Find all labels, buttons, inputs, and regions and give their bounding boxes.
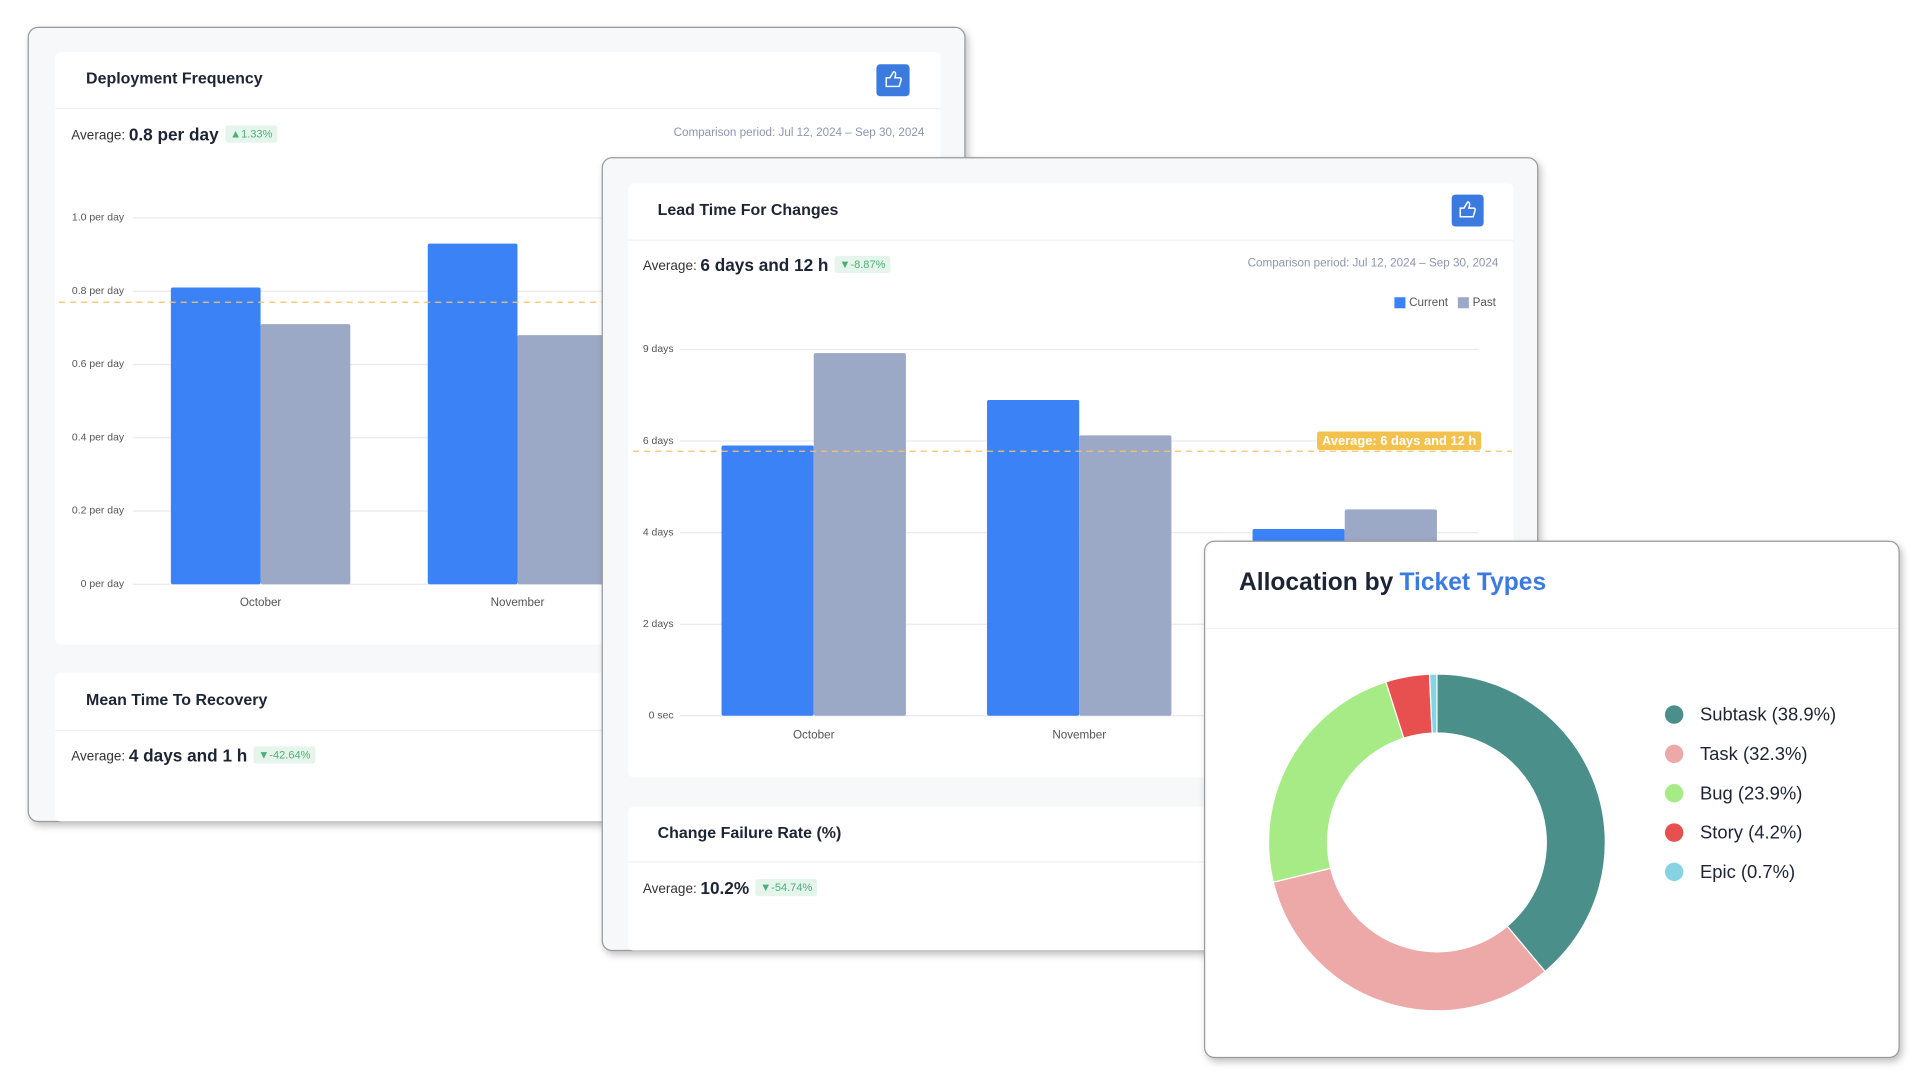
like-button[interactable] xyxy=(876,64,910,97)
bar xyxy=(517,335,608,585)
change-value: ▼-42.64% xyxy=(258,749,310,761)
change-value: ▲1.33% xyxy=(230,129,272,141)
legend-label: Current xyxy=(1409,296,1449,309)
y-tick-label: 0.6 per day xyxy=(72,359,125,370)
chart-title: Allocation by Ticket Types xyxy=(1239,569,1546,596)
average-label: Average: 6 days and 12 h xyxy=(1322,433,1476,448)
chart-title: Lead Time For Changes xyxy=(658,202,839,219)
y-tick-label: 0 sec xyxy=(649,711,674,722)
legend-dot xyxy=(1664,744,1684,764)
change-badge xyxy=(253,746,316,764)
x-tick-label: October xyxy=(240,596,282,609)
average: Average: 6 days and 12 h xyxy=(643,254,829,274)
legend-label: Task (32.3%) xyxy=(1700,743,1808,764)
change-badge xyxy=(755,879,818,897)
bar xyxy=(427,243,518,585)
bar xyxy=(721,445,814,716)
y-tick-label: 9 days xyxy=(643,344,674,355)
chart-title: Deployment Frequency xyxy=(86,70,263,87)
legend-dot xyxy=(1664,862,1684,882)
x-tick-label: October xyxy=(793,729,835,742)
like-icon xyxy=(1459,201,1476,218)
y-tick-label: 6 days xyxy=(643,436,674,447)
bar xyxy=(1079,435,1172,716)
like-button[interactable] xyxy=(1451,194,1484,227)
comparison-period: Comparison period: Jul 12, 2024 – Sep 30… xyxy=(674,126,925,139)
legend-label: Epic (0.7%) xyxy=(1700,861,1795,882)
average-label-bg xyxy=(1317,431,1482,450)
y-tick-label: 4 days xyxy=(643,527,674,538)
y-tick-label: 0.8 per day xyxy=(72,286,125,297)
average: Average: 10.2% xyxy=(643,878,749,898)
donut-slice xyxy=(1428,673,1438,734)
y-tick-label: 0.4 per day xyxy=(72,432,125,443)
legend-dot xyxy=(1664,783,1684,803)
comparison-period: Comparison period: Jul 12, 2024 – Sep 30… xyxy=(1248,257,1499,270)
donut-slice xyxy=(1267,681,1405,883)
change-badge xyxy=(834,255,891,274)
donut-slice xyxy=(1272,867,1546,1012)
bar xyxy=(260,324,351,585)
legend-label: Past xyxy=(1473,296,1497,309)
change-value: ▼-54.74% xyxy=(760,882,812,894)
allocation-card: Allocation by Ticket Types Subtask (38.9%… xyxy=(1203,540,1900,1059)
y-tick-label: 0 per day xyxy=(81,579,125,590)
legend-swatch xyxy=(1394,297,1406,309)
bar xyxy=(813,353,906,716)
legend-label: Subtask (38.9%) xyxy=(1700,704,1836,725)
bar xyxy=(170,287,261,585)
donut-slice xyxy=(1436,673,1606,973)
like-icon xyxy=(885,70,902,88)
change-badge xyxy=(225,125,278,143)
average: Average: 0.8 per day xyxy=(71,124,219,144)
legend-dot xyxy=(1664,823,1684,842)
legend-swatch xyxy=(1457,297,1469,309)
y-tick-label: 0.2 per day xyxy=(72,506,125,517)
y-tick-label: 2 days xyxy=(643,619,674,630)
card-title: Change Failure Rate (%) xyxy=(658,825,842,842)
average: Average: 4 days and 1 h xyxy=(71,745,247,765)
card-title: Mean Time To Recovery xyxy=(86,692,267,709)
x-tick-label: November xyxy=(1052,729,1106,742)
legend-label: Story (4.2%) xyxy=(1700,822,1802,843)
legend-dot xyxy=(1664,705,1684,724)
change-value: ▼-8.87% xyxy=(839,259,885,271)
bar xyxy=(987,399,1080,716)
x-tick-label: November xyxy=(491,596,545,609)
legend-label: Bug (23.9%) xyxy=(1700,782,1802,803)
y-tick-label: 1.0 per day xyxy=(72,213,125,224)
